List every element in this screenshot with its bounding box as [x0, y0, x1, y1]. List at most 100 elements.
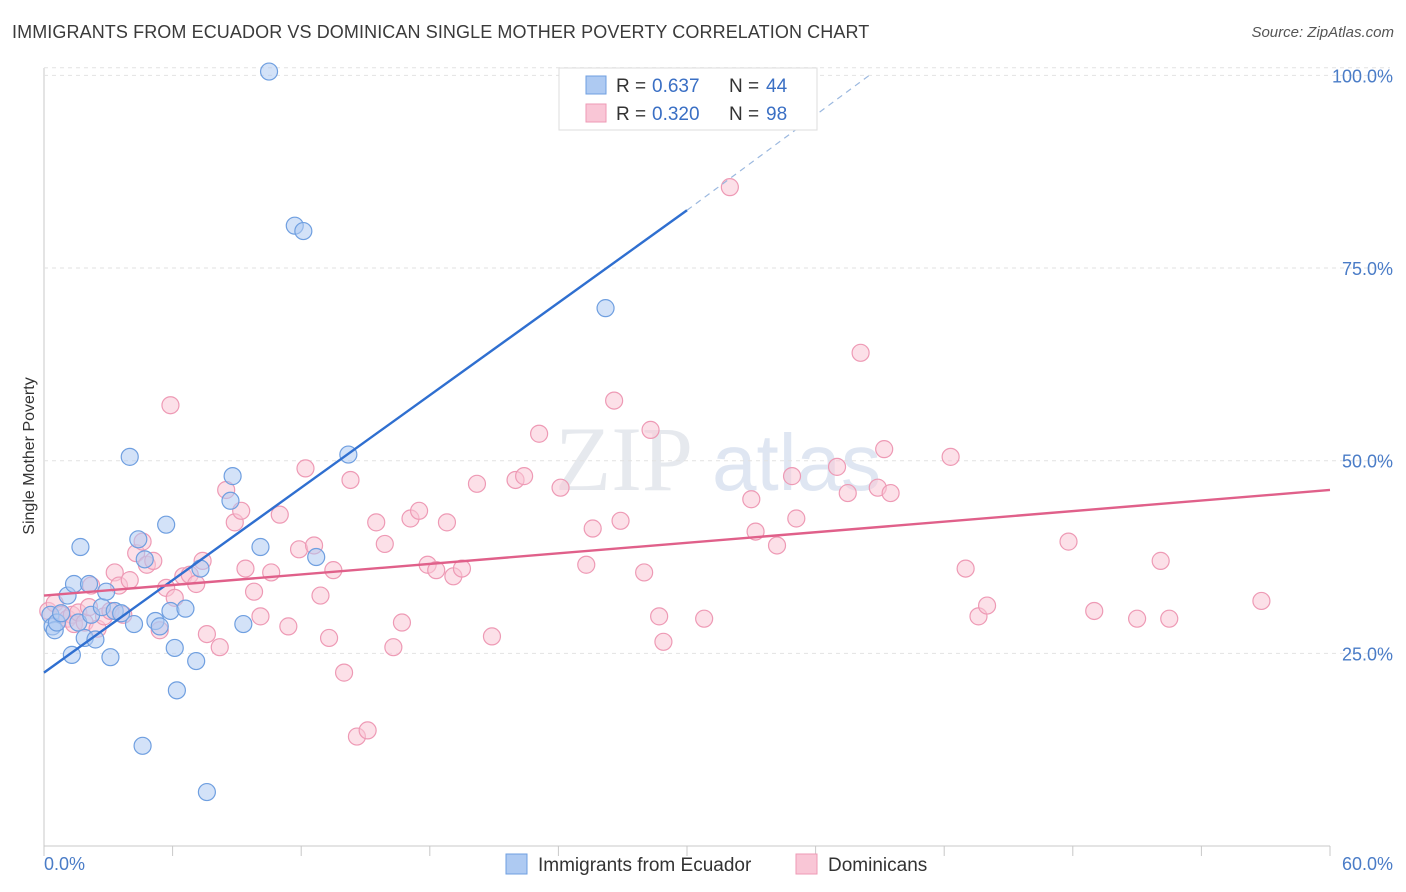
dominicans-point-70 [611, 511, 630, 530]
dominicans-point-29 [197, 624, 216, 644]
ecuador-point-39 [294, 221, 313, 241]
legend-r-value-dominicans: 0.320 [652, 104, 700, 125]
dominicans-point-69 [605, 391, 624, 410]
dominicans-point-76 [742, 490, 761, 509]
ecuador-point-22 [133, 736, 152, 755]
ecuador-point-21 [129, 530, 148, 549]
dominicans-point-47 [341, 470, 360, 490]
dominicans-point-23 [161, 396, 180, 415]
dominicans-point-71 [635, 563, 654, 582]
ecuador-point-13 [86, 630, 105, 649]
dominicans-point-82 [838, 483, 857, 503]
dominicans-point-67 [577, 555, 596, 574]
dominicans-point-74 [654, 632, 673, 651]
dominicans-point-95 [1160, 609, 1179, 628]
dominicans-point-38 [270, 505, 289, 524]
y-tick-labels: 25.0% 50.0% 75.0% 100.0% [1332, 66, 1393, 664]
ecuador-points [41, 62, 615, 802]
dominicans-point-78 [767, 536, 787, 555]
dominicans-point-92 [1085, 601, 1104, 621]
dominicans-point-39 [279, 617, 298, 636]
source-credit: Source: ZipAtlas.com [1251, 24, 1394, 41]
y-tick-label-75: 75.0% [1342, 259, 1393, 279]
dominicans-point-64 [515, 467, 534, 486]
x-tick-label-right: 60.0% [1342, 854, 1393, 874]
series-legend-swatch-ecuador [505, 853, 528, 875]
watermark-zip: ZIP [555, 408, 693, 510]
ecuador-point-35 [223, 467, 242, 486]
dominicans-point-62 [482, 627, 502, 646]
ecuador-trend-extension [686, 74, 870, 211]
ecuador-trend-line [43, 209, 688, 674]
y-tick-label-100: 100.0% [1332, 66, 1393, 86]
ecuador-point-23 [135, 550, 154, 569]
dominicans-point-58 [437, 513, 457, 532]
correlation-legend: R = 0.637 N = 44 R = 0.320 N = 98 [558, 67, 818, 131]
dominicans-point-16 [120, 571, 139, 590]
trend-lines [43, 74, 1331, 674]
dominicans-point-53 [392, 613, 412, 632]
dominicans-point-79 [782, 467, 802, 486]
legend-swatch-ecuador [585, 75, 607, 95]
dominicans-point-66 [551, 478, 570, 497]
dominicans-point-73 [650, 607, 669, 626]
ecuador-point-42 [596, 299, 615, 318]
dominicans-point-68 [583, 519, 602, 538]
legend-r-label-ecuador: R = [616, 76, 646, 97]
dominicans-point-65 [530, 424, 549, 443]
ecuador-point-20 [124, 614, 144, 634]
dominicans-point-91 [1059, 532, 1078, 551]
legend-n-value-ecuador: 44 [766, 76, 788, 97]
y-tick-label-25: 25.0% [1342, 644, 1393, 664]
dominicans-point-50 [367, 513, 386, 532]
legend-n-value-dominicans: 98 [766, 104, 787, 125]
dominicans-point-88 [956, 559, 975, 578]
series-legend-label-dominicans: Dominicans [828, 855, 927, 876]
ecuador-point-36 [234, 614, 253, 634]
dominicans-point-36 [251, 607, 270, 626]
dominicans-point-43 [311, 586, 330, 605]
series-legend-label-ecuador: Immigrants from Ecuador [538, 855, 752, 876]
dominicans-point-30 [210, 638, 229, 657]
dominicans-points [39, 178, 1271, 746]
y-tick-label-50: 50.0% [1342, 452, 1393, 472]
ecuador-point-40 [307, 547, 326, 567]
ecuador-point-43 [259, 62, 279, 81]
dominicans-point-61 [467, 474, 487, 493]
dominicans-point-96 [1252, 591, 1271, 611]
dominicans-point-86 [881, 483, 900, 503]
ecuador-point-32 [191, 559, 210, 578]
dominicans-point-83 [851, 343, 870, 362]
ecuador-point-31 [187, 651, 206, 671]
dominicans-point-41 [296, 459, 315, 478]
dominicans-point-34 [236, 559, 255, 578]
ecuador-point-4 [52, 604, 71, 623]
y-axis-label: Single Mother Poverty [21, 377, 38, 534]
ecuador-point-28 [165, 638, 184, 658]
dominicans-point-35 [244, 582, 264, 601]
ecuador-point-19 [120, 447, 139, 466]
ecuador-point-33 [197, 782, 216, 802]
legend-swatch-dominicans [585, 103, 607, 123]
ecuador-point-30 [176, 599, 195, 618]
series-legend-swatch-dominicans [795, 853, 818, 875]
ecuador-point-26 [157, 515, 176, 534]
legend-n-label-ecuador: N = [729, 76, 759, 97]
ecuador-point-29 [167, 681, 186, 700]
dominicans-point-97 [695, 609, 714, 628]
ecuador-point-37 [251, 537, 270, 557]
chart-title: IMMIGRANTS FROM ECUADOR VS DOMINICAN SIN… [12, 22, 870, 42]
dominicans-point-46 [334, 663, 354, 682]
dominicans-point-87 [941, 447, 960, 466]
ecuador-point-34 [221, 491, 240, 510]
dominicans-point-55 [409, 501, 429, 520]
dominicans-point-81 [827, 457, 847, 476]
dominicans-point-72 [641, 420, 660, 439]
dominicans-point-52 [384, 638, 403, 657]
ecuador-point-18 [112, 604, 131, 623]
ecuador-point-16 [101, 648, 120, 667]
legend-n-label-dominicans: N = [729, 104, 759, 125]
ecuador-point-9 [71, 537, 90, 557]
dominicans-point-85 [875, 440, 894, 459]
